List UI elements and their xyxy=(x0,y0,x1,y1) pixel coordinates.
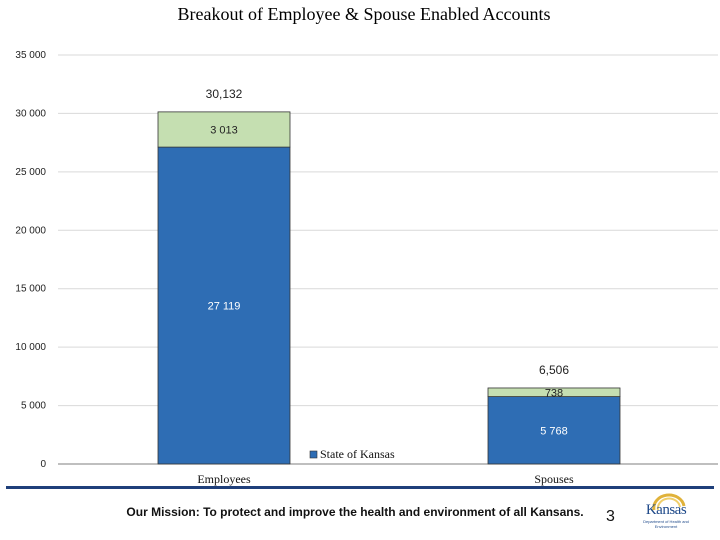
legend-label: State of Kansas xyxy=(320,447,395,461)
footer-rule xyxy=(6,486,714,489)
y-tick-label: 35 000 xyxy=(15,50,46,61)
category-label: Spouses xyxy=(534,472,574,486)
kansas-logo: Kansas Department of Health and Environm… xyxy=(640,492,692,532)
y-tick-label: 15 000 xyxy=(15,284,46,295)
y-tick-label: 25 000 xyxy=(15,167,46,178)
bar-segment xyxy=(157,111,291,148)
chart: 0 5 000 10 000 15 000 20 000 25 000 30 000 35 0… xyxy=(15,50,718,486)
sunburst-icon xyxy=(652,493,686,511)
y-tick-label: 10 000 xyxy=(15,342,46,353)
page-number: 3 xyxy=(606,508,615,525)
legend-swatch xyxy=(309,450,318,459)
y-tick-label: 5 000 xyxy=(21,401,46,412)
data-label: 738 xyxy=(545,387,563,399)
chart-title: Breakout of Employee & Spouse Enabled Ac… xyxy=(177,4,551,24)
logo-subtext: Department of Health and Environment xyxy=(643,519,689,529)
bar-segment xyxy=(487,387,621,397)
y-tick-label: 20 000 xyxy=(15,225,46,236)
category-label: Employees xyxy=(197,472,251,486)
y-tick-label: 30 000 xyxy=(15,108,46,119)
total-label: 30,132 xyxy=(206,87,243,101)
bar-segment xyxy=(487,396,621,465)
logo-wordmark: Kansas xyxy=(645,502,687,518)
data-label: 5 768 xyxy=(540,425,568,437)
mission-statement: Our Mission: To protect and improve the … xyxy=(126,505,584,519)
total-label: 6,506 xyxy=(539,363,569,377)
bar-segment xyxy=(157,146,291,465)
data-label: 3 013 xyxy=(210,124,238,136)
y-tick-label: 0 xyxy=(40,459,46,470)
data-label: 27 119 xyxy=(208,301,241,313)
